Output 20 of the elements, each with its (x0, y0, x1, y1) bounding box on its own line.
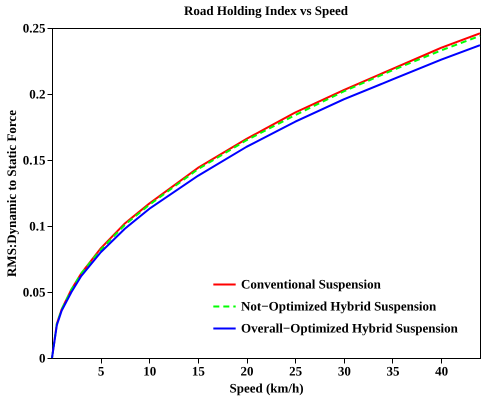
x-axis-title: Speed (km/h) (229, 380, 304, 396)
y-tick-label: 0.15 (22, 152, 46, 168)
legend-label: Not−Optimized Hybrid Suspension (241, 298, 437, 314)
chart-title: Road Holding Index vs Speed (184, 3, 349, 18)
y-tick-label: 0 (39, 350, 46, 366)
y-tick-label: 0.05 (22, 284, 46, 300)
x-tick-label: 35 (386, 364, 400, 378)
x-tick-label: 40 (435, 364, 448, 378)
y-tick-label: 0.2 (29, 86, 46, 102)
x-tick-label: 30 (338, 364, 351, 378)
y-tick-label: 0.1 (29, 218, 46, 234)
y-axis-title: RMS:Dynamic to Static Force (4, 110, 19, 277)
x-tick-label: 15 (192, 364, 206, 378)
x-tick-label: 25 (289, 364, 303, 378)
y-tick-label: 0.25 (22, 20, 46, 36)
legend-label: Overall−Optimized Hybrid Suspension (241, 320, 459, 336)
x-tick-label: 20 (240, 364, 254, 378)
x-tick-label: 10 (143, 364, 156, 378)
x-tick-label: 5 (98, 364, 105, 378)
legend-label: Conventional Suspension (241, 276, 382, 292)
